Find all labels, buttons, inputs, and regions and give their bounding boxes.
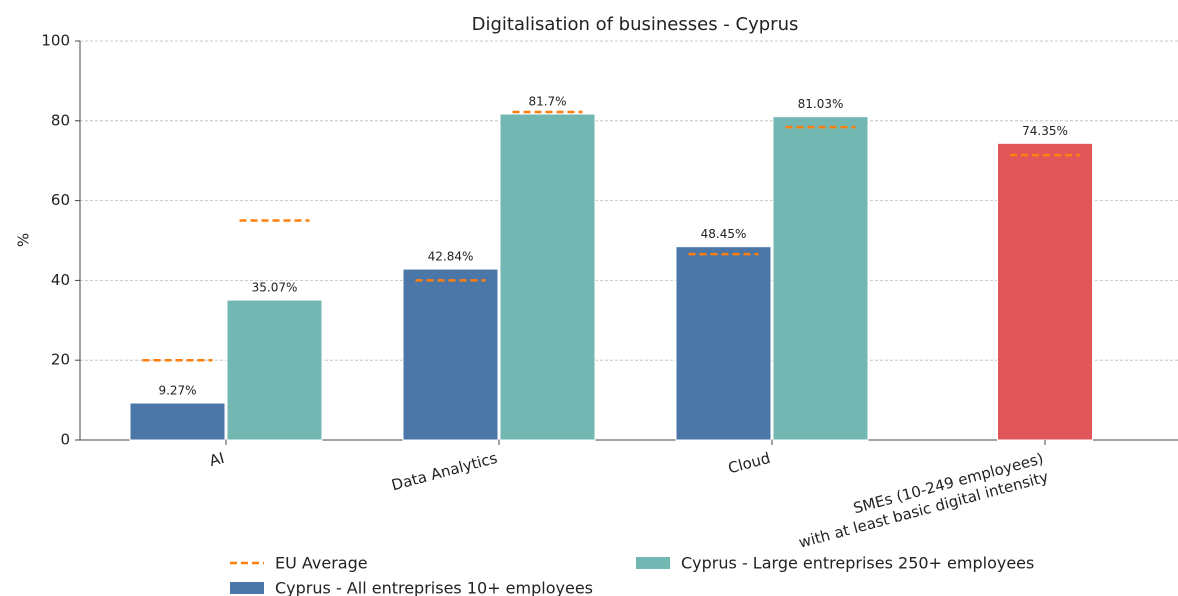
bar [402,268,499,441]
value-label: 48.45% [701,227,747,241]
bar [675,246,772,441]
value-label: 9.27% [158,384,196,398]
x-tick-label: Cloud [726,449,772,477]
y-tick-label: 20 [51,351,70,369]
x-tick-label: Data Analytics [390,449,500,495]
value-label: 35.07% [252,281,298,295]
y-tick-label: 60 [51,191,70,209]
value-label: 81.7% [528,95,566,109]
legend-label: Cyprus - Large entreprises 250+ employee… [681,554,1034,573]
bar [997,142,1093,441]
y-tick-label: 40 [51,271,70,289]
legend-label: Cyprus - All entreprises 10+ employees [275,579,593,596]
chart-title: Digitalisation of businesses - Cyprus [472,14,799,35]
y-tick-label: 80 [51,111,70,129]
value-label: 81.03% [798,97,844,111]
value-label: 42.84% [428,250,474,264]
bar [226,299,323,441]
bar [772,116,869,441]
value-label: 74.35% [1022,124,1068,138]
y-tick-label: 0 [60,431,70,449]
legend-swatch [230,582,264,594]
bar [499,113,596,441]
y-tick-label: 100 [41,32,70,50]
y-axis-label: % [15,233,33,247]
x-tick-label: SMEs (10-249 employees)with at least bas… [792,449,1051,551]
legend-swatch [636,557,670,569]
bar [129,402,226,441]
legend-label: EU Average [275,554,368,573]
x-tick-label: AI [207,449,226,470]
